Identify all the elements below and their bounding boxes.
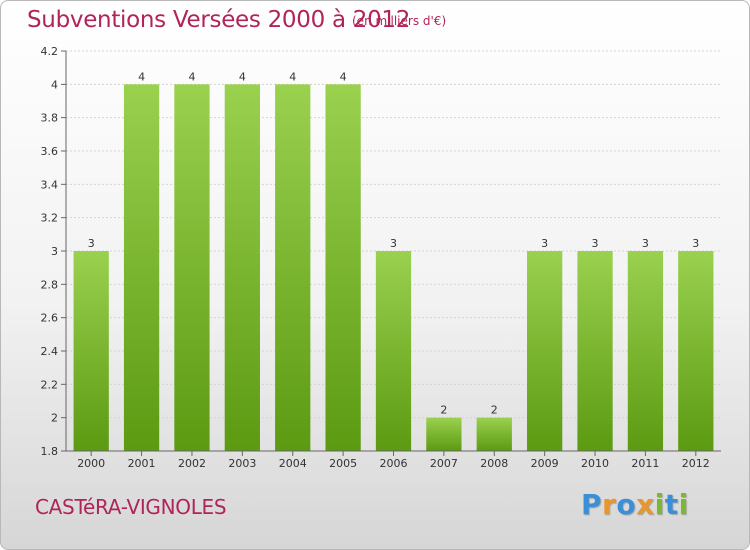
y-tick-label: 2 (51, 412, 58, 425)
bar (577, 251, 613, 451)
x-tick-labels: 2000 2001 2002 2003 2004 2005 2006 2007 2008 2009… (77, 457, 710, 470)
data-label: 4 (188, 70, 195, 83)
x-tick-label: 2002 (178, 457, 206, 470)
data-label: 3 (592, 237, 599, 250)
y-tick-label: 3.8 (41, 112, 59, 125)
x-tick-label: 2012 (682, 457, 710, 470)
x-tick-label: 2005 (329, 457, 357, 470)
data-label: 3 (390, 237, 397, 250)
bar (375, 251, 412, 451)
x-tick-label: 2007 (430, 457, 458, 470)
unit-label: (en milliers d'€) (352, 14, 447, 28)
commune-name: CASTéRA-VIGNOLES (35, 495, 227, 519)
bars (73, 84, 714, 451)
x-tick-label: 2009 (531, 457, 559, 470)
axes (61, 50, 721, 456)
logo-letter: x (636, 488, 655, 521)
chart-title: Subventions Versées 2000 à 2012 (27, 7, 411, 33)
x-tick-label: 2003 (228, 457, 256, 470)
y-tick-label: 2.6 (41, 312, 59, 325)
data-label: 3 (642, 237, 649, 250)
y-tick-label: 3 (51, 245, 58, 258)
bar (123, 84, 160, 451)
data-label: 2 (440, 404, 447, 417)
data-labels: 3 4 4 4 4 4 3 2 2 3 3 3 3 (88, 70, 700, 416)
x-tick-label: 2006 (380, 457, 408, 470)
x-tick-label: 2001 (128, 457, 156, 470)
bar (476, 417, 512, 451)
y-tick-label: 4.2 (41, 45, 59, 58)
x-tick-label: 2004 (279, 457, 307, 470)
data-label: 3 (88, 237, 95, 250)
data-label: 3 (692, 237, 699, 250)
bar (224, 84, 260, 451)
data-label: 4 (138, 70, 145, 83)
y-tick-label: 2.2 (41, 378, 59, 391)
x-tick-label: 2010 (581, 457, 609, 470)
bar (174, 84, 210, 451)
x-tick-label: 2000 (77, 457, 105, 470)
y-tick-label: 3.4 (41, 178, 59, 191)
y-tick-label: 2.8 (41, 278, 59, 291)
x-tick-label: 2011 (631, 457, 659, 470)
data-label: 4 (239, 70, 246, 83)
y-tick-label: 1.8 (41, 445, 59, 458)
data-label: 4 (289, 70, 296, 83)
data-label: 3 (541, 237, 548, 250)
logo-letter: i (654, 488, 665, 521)
bar (73, 251, 109, 451)
y-tick-labels: 1.8 2 2.2 2.4 2.6 2.8 3 3.2 3.4 3.6 3.8 4 4.2 (41, 45, 59, 458)
x-tick-label: 2008 (480, 457, 508, 470)
logo-letter: P (581, 488, 603, 521)
data-label: 4 (340, 70, 347, 83)
bar (275, 84, 311, 451)
y-tick-label: 4 (51, 78, 58, 91)
bar (678, 251, 714, 451)
logo-letter: i (678, 488, 689, 521)
y-tick-label: 2.4 (41, 345, 59, 358)
y-tick-label: 3.2 (41, 212, 59, 225)
logo-letter: o (616, 488, 637, 521)
y-tick-label: 3.6 (41, 145, 59, 158)
proxiti-logo: Proxiti (581, 488, 689, 521)
bar (627, 251, 664, 451)
data-label: 2 (491, 404, 498, 417)
logo-letter: r (602, 488, 617, 521)
bar (426, 417, 462, 451)
bar (325, 84, 361, 451)
bar (527, 251, 563, 451)
logo-letter: t (664, 488, 679, 521)
